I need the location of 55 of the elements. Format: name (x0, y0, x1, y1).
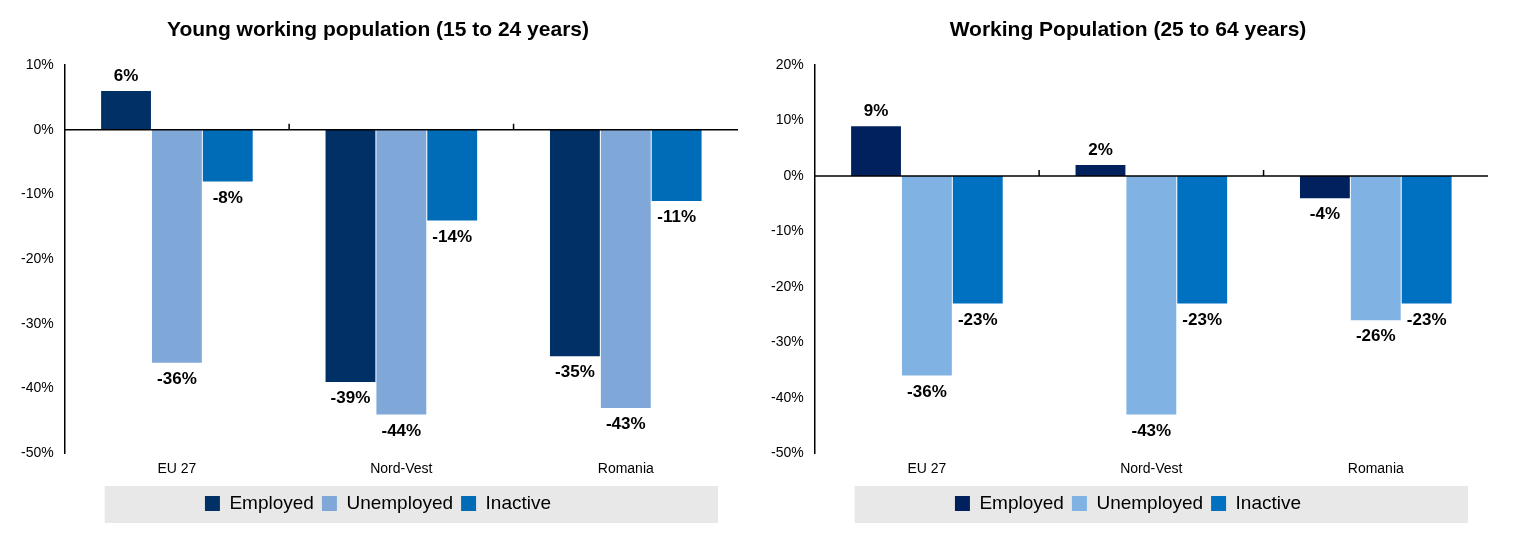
data-label: -23% (1182, 309, 1223, 329)
data-label: 2% (1088, 140, 1113, 160)
x-tick-label: Romania (1347, 460, 1405, 477)
x-tick-label: Romania (597, 460, 655, 477)
bar (1299, 176, 1350, 199)
data-label: -35% (555, 362, 595, 382)
data-label: -26% (1355, 326, 1396, 346)
x-tick-label: Nord-Vest (1120, 460, 1183, 477)
data-label: -4% (1309, 204, 1341, 224)
data-label: -36% (907, 381, 947, 401)
chart-title: Young working population (15 to 24 years) (167, 17, 589, 41)
legend-label: Inactive (1235, 491, 1302, 513)
y-tick-label: -40% (771, 388, 804, 405)
bar (1177, 176, 1228, 304)
data-label: -39% (330, 388, 371, 408)
y-tick-label: 10% (25, 56, 54, 73)
y-tick-label: -10% (21, 185, 54, 202)
y-tick-label: -20% (771, 277, 804, 294)
y-tick-label: 20% (775, 56, 804, 73)
y-tick-label: 10% (775, 111, 804, 128)
legend-label: Inactive (485, 491, 552, 513)
bar (1350, 176, 1401, 321)
legend-label: Employed (229, 491, 314, 513)
y-tick-label: -20% (21, 250, 54, 267)
y-tick-label: -30% (21, 314, 54, 331)
y-tick-label: -50% (21, 444, 54, 461)
data-label: 6% (113, 66, 139, 86)
chart-title: Working Population (25 to 64 years) (949, 17, 1307, 41)
y-tick-label: -30% (771, 333, 804, 350)
data-label: -36% (157, 368, 197, 388)
bar (901, 176, 952, 376)
x-tick-label: EU 27 (907, 460, 947, 477)
data-label: -43% (605, 414, 646, 434)
data-label: -11% (657, 207, 697, 227)
x-tick-label: Nord-Vest (370, 460, 433, 477)
bar (952, 176, 1003, 304)
legend-label: Unemployed (1096, 491, 1204, 513)
bar (1126, 176, 1177, 415)
data-label: -23% (957, 309, 998, 329)
data-label: -14% (432, 226, 473, 246)
y-tick-label: 0% (33, 120, 54, 137)
data-label: 9% (863, 101, 889, 121)
legend-label: Unemployed (346, 491, 454, 513)
y-tick-label: 0% (783, 166, 804, 183)
data-label: -23% (1406, 309, 1447, 329)
data-label: -44% (381, 420, 422, 440)
data-label: -43% (1131, 420, 1172, 440)
bar (1401, 176, 1452, 304)
y-tick-label: -40% (21, 379, 54, 396)
bar (851, 126, 901, 177)
data-label: -8% (212, 187, 243, 207)
y-tick-label: -10% (771, 222, 804, 239)
x-tick-label: EU 27 (157, 460, 197, 477)
legend-label: Employed (979, 491, 1064, 513)
y-tick-label: -50% (771, 444, 804, 461)
